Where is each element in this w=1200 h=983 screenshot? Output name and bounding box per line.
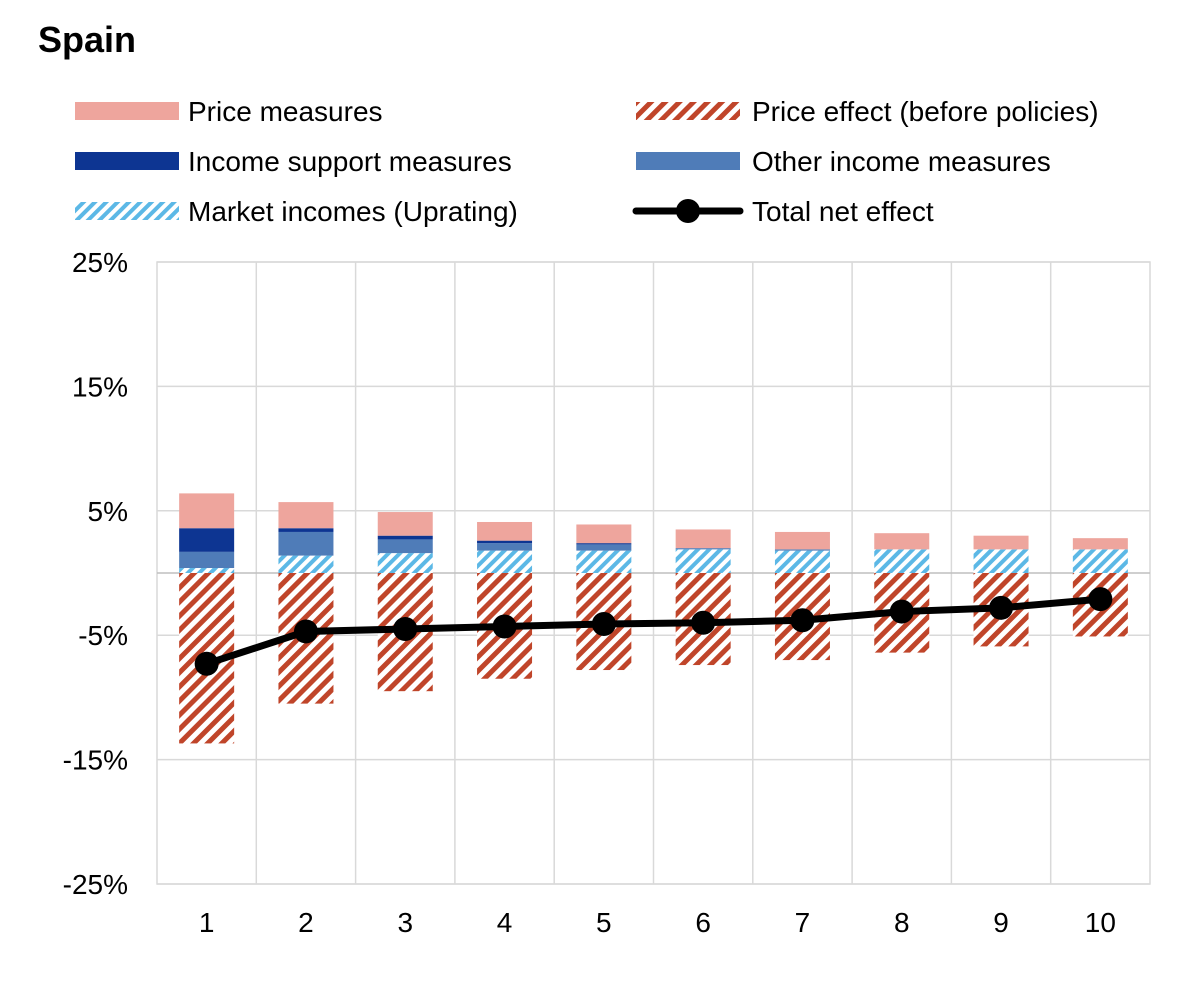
legend-label-other-income-measures: Other income measures <box>752 146 1051 177</box>
bar-other-income-measures-5 <box>576 544 632 551</box>
bar-price-measures-1 <box>179 493 235 529</box>
y-tick-label: -15% <box>63 745 128 776</box>
legend-marker-total-net-effect <box>676 199 700 223</box>
total-net-effect-point-2 <box>293 619 318 644</box>
y-tick-label: -5% <box>78 620 128 651</box>
x-tick-label: 6 <box>695 907 711 938</box>
legend-label-income-support-measures: Income support measures <box>188 146 512 177</box>
legend-swatch-other-income-measures <box>636 152 740 170</box>
bar-market-incomes-uprating-5 <box>576 550 632 573</box>
total-net-effect-point-10 <box>1088 587 1113 612</box>
bar-market-incomes-uprating-8 <box>874 549 930 573</box>
x-tick-label: 8 <box>894 907 910 938</box>
bar-market-incomes-uprating-10 <box>1072 549 1128 573</box>
bar-income-support-measures-2 <box>278 528 334 532</box>
y-tick-label: 25% <box>72 247 128 278</box>
bar-other-income-measures-1 <box>179 551 235 569</box>
bar-market-incomes-uprating-3 <box>377 553 433 573</box>
x-tick-label: 7 <box>795 907 811 938</box>
x-tick-label: 2 <box>298 907 314 938</box>
x-tick-label: 5 <box>596 907 612 938</box>
legend: Price measures Price effect (before polic… <box>75 96 1099 227</box>
net-effect-line <box>194 587 1113 676</box>
total-net-effect-point-5 <box>591 612 616 637</box>
total-net-effect-point-7 <box>790 608 815 633</box>
bar-market-incomes-uprating-1 <box>179 568 235 573</box>
bar-price-measures-9 <box>973 535 1029 550</box>
x-tick-label: 4 <box>497 907 513 938</box>
legend-swatch-price-measures <box>75 102 179 120</box>
y-axis: 25% 15% 5% -5% -15% -25% <box>63 247 128 900</box>
bar-market-incomes-uprating-4 <box>477 550 533 573</box>
bar-market-incomes-uprating-6 <box>675 549 731 573</box>
bar-market-incomes-uprating-7 <box>774 550 830 573</box>
bar-price-measures-2 <box>278 502 334 529</box>
bar-market-incomes-uprating-9 <box>973 549 1029 573</box>
bar-other-income-measures-2 <box>278 531 334 556</box>
x-tick-label: 10 <box>1085 907 1116 938</box>
bar-price-measures-4 <box>477 521 533 541</box>
bar-market-incomes-uprating-2 <box>278 555 334 573</box>
x-tick-label: 3 <box>397 907 413 938</box>
x-tick-label: 1 <box>199 907 215 938</box>
legend-label-market-incomes-uprating: Market incomes (Uprating) <box>188 196 518 227</box>
total-net-effect-point-3 <box>393 616 418 641</box>
bar-income-support-measures-5 <box>576 543 632 545</box>
bar-price-measures-5 <box>576 524 632 544</box>
bar-price-measures-8 <box>874 533 930 550</box>
total-net-effect-point-6 <box>691 610 716 635</box>
total-net-effect-point-9 <box>989 595 1014 620</box>
bar-other-income-measures-3 <box>377 539 433 554</box>
bar-income-support-measures-1 <box>179 528 235 552</box>
legend-label-total-net-effect: Total net effect <box>752 196 934 227</box>
legend-swatch-income-support-measures <box>75 152 179 170</box>
legend-swatch-price-effect-before-policies <box>636 102 740 120</box>
y-tick-label: -25% <box>63 869 128 900</box>
legend-label-price-effect-before-policies: Price effect (before policies) <box>752 96 1099 127</box>
chart-title: Spain <box>38 19 136 60</box>
total-net-effect-point-1 <box>194 651 219 676</box>
y-tick-label: 5% <box>88 496 128 527</box>
bar-price-measures-6 <box>675 529 731 549</box>
bar-price-measures-7 <box>774 531 830 550</box>
bar-income-support-measures-3 <box>377 535 433 540</box>
legend-swatch-market-incomes-uprating <box>75 202 179 220</box>
bar-income-support-measures-4 <box>477 540 533 544</box>
x-axis: 1 2 3 4 5 6 7 8 9 10 <box>199 907 1116 938</box>
bar-other-income-measures-7 <box>774 549 830 551</box>
bar-price-measures-10 <box>1072 538 1128 550</box>
total-net-effect-line <box>203 595 1104 668</box>
bar-price-measures-3 <box>377 512 433 536</box>
total-net-effect-point-8 <box>889 599 914 624</box>
legend-label-price-measures: Price measures <box>188 96 383 127</box>
bar-other-income-measures-4 <box>477 543 533 551</box>
x-tick-label: 9 <box>993 907 1009 938</box>
total-net-effect-point-4 <box>492 614 517 639</box>
bar-other-income-measures-6 <box>675 548 731 550</box>
y-tick-label: 15% <box>72 371 128 402</box>
